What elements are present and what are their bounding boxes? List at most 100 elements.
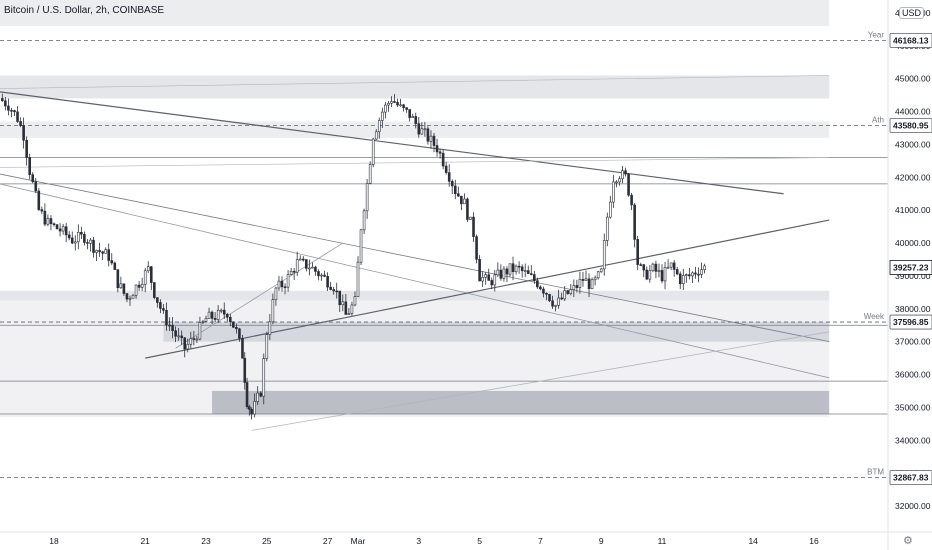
last-price-label: 39257.23 [893, 262, 929, 272]
candle [411, 113, 415, 118]
candle-body [691, 272, 694, 277]
trendline [251, 331, 830, 431]
candle-body [365, 183, 369, 212]
candle-body [329, 286, 332, 290]
candle [405, 107, 408, 113]
candle-body [572, 285, 576, 290]
candle [159, 299, 162, 314]
candle-body [192, 338, 196, 340]
candle-body [49, 218, 53, 225]
candle [514, 264, 518, 275]
candle [457, 186, 460, 197]
x-tick-label: 21 [140, 536, 150, 546]
candle [229, 313, 232, 327]
candle [183, 337, 187, 358]
candle-body [648, 270, 652, 280]
candle [481, 271, 484, 287]
candle [192, 330, 196, 346]
candle-body [171, 324, 174, 331]
candle-body [469, 216, 472, 220]
candle [67, 231, 71, 241]
candle [204, 315, 208, 322]
candle [678, 271, 682, 290]
candle-body [153, 282, 156, 298]
candle [493, 269, 497, 292]
candle [426, 126, 430, 145]
candle-body [575, 285, 579, 288]
candle-body [107, 249, 111, 261]
candle [320, 273, 323, 281]
candle-body [435, 145, 439, 153]
candle [137, 280, 141, 291]
candle [25, 136, 28, 166]
candle-body [168, 324, 171, 327]
candle-body [587, 278, 591, 289]
candle-body [253, 401, 256, 415]
candle [605, 212, 609, 247]
candle [245, 377, 249, 410]
candle [326, 272, 329, 292]
candle [143, 267, 147, 293]
candle-body [669, 262, 673, 268]
candle [441, 149, 445, 170]
candle-body [457, 193, 460, 197]
candle-body [195, 338, 199, 341]
candle [253, 393, 256, 418]
candle [28, 153, 31, 180]
candle-body [429, 135, 433, 142]
candle [423, 121, 427, 137]
candle [496, 262, 500, 277]
candle [648, 265, 652, 283]
candle-body [323, 274, 326, 277]
candle-body [444, 165, 448, 173]
candle-body [411, 116, 415, 118]
candle-body [523, 270, 527, 272]
candle-body [493, 274, 497, 286]
candle [429, 130, 433, 149]
candle-body [630, 194, 633, 206]
candle [639, 262, 643, 266]
candle [83, 231, 86, 246]
level-name: Year [868, 30, 885, 39]
candle-body [341, 301, 345, 306]
candle-body [320, 274, 323, 277]
x-tick-label: 5 [477, 536, 482, 546]
x-tick-label: Mar [351, 536, 366, 546]
candle [685, 273, 688, 283]
candle-body [663, 266, 667, 282]
candle-body [368, 164, 372, 184]
candle-body [245, 382, 249, 408]
candle-body [359, 229, 363, 263]
candle [232, 321, 235, 328]
candle [335, 282, 339, 299]
candle-body [642, 264, 646, 271]
trendline [0, 183, 830, 379]
x-tick-label: 3 [416, 536, 421, 546]
candle [292, 268, 296, 281]
candle-body [201, 321, 205, 323]
candle-body [633, 204, 636, 240]
candle-body [533, 274, 536, 281]
candle-body [505, 268, 509, 275]
candle [332, 286, 335, 295]
y-tick-label: 32000.00 [895, 501, 931, 511]
candle-body [16, 111, 19, 122]
candle [587, 273, 591, 297]
candle [277, 275, 281, 291]
candle-body [149, 266, 153, 283]
candle [295, 251, 299, 277]
candle [186, 338, 190, 353]
candle [627, 173, 630, 197]
candle-body [122, 283, 126, 294]
candle-body [210, 311, 214, 319]
candle [308, 259, 311, 276]
candle-body [332, 289, 335, 292]
candle [180, 330, 183, 345]
candle [104, 247, 107, 254]
candle-body [636, 239, 639, 265]
currency-label[interactable]: USD [899, 7, 925, 19]
candle-body [371, 138, 375, 165]
candle-body [305, 259, 308, 269]
settings-gear-icon[interactable]: ⚙ [903, 535, 913, 547]
